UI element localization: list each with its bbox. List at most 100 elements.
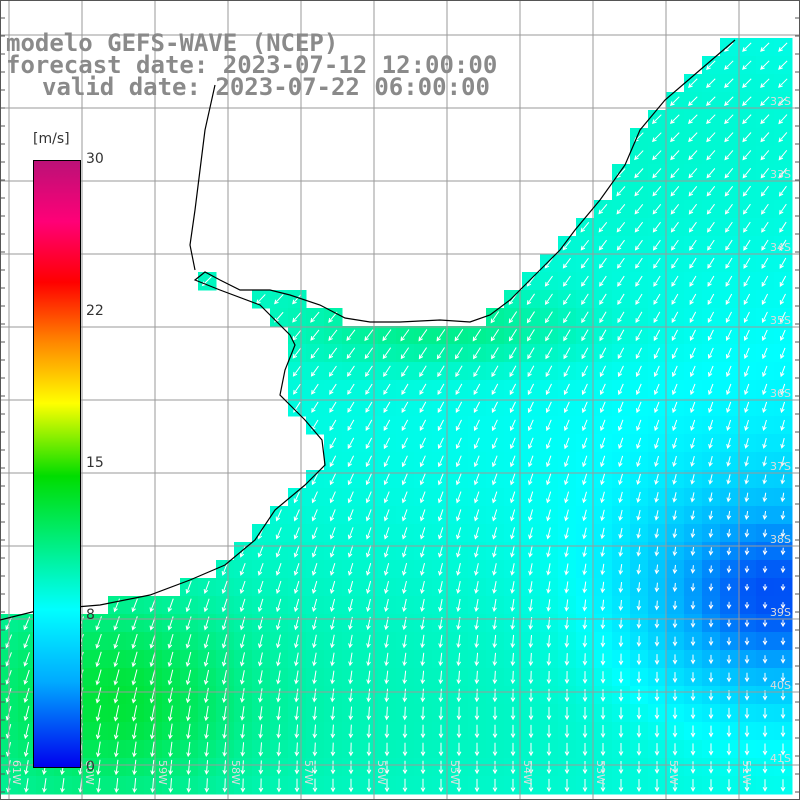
- wind-arrow: [726, 547, 732, 556]
- wind-arrow: [510, 706, 516, 721]
- wind-arrow: [203, 598, 210, 613]
- wind-arrow: [780, 637, 786, 646]
- wind-arrow: [438, 580, 443, 594]
- wind-arrow: [744, 655, 750, 664]
- wind-arrow: [348, 634, 353, 649]
- wind-arrow: [636, 761, 642, 774]
- wind-arrow: [132, 741, 137, 758]
- wind-arrow: [330, 652, 335, 667]
- wind-arrow: [743, 221, 751, 233]
- wind-arrow: [419, 545, 426, 558]
- wind-arrow: [330, 742, 336, 757]
- wind-arrow: [617, 257, 625, 269]
- wind-arrow: [401, 401, 409, 413]
- wind-arrow: [654, 564, 660, 575]
- wind-arrow: [654, 654, 660, 665]
- wind-arrow: [707, 275, 715, 287]
- wind-arrow: [528, 670, 534, 685]
- wind-arrow: [744, 492, 750, 503]
- wind-arrow: [688, 221, 697, 233]
- wind-arrow: [744, 419, 749, 432]
- wind-arrow: [670, 221, 679, 233]
- wind-arrow: [366, 724, 372, 739]
- wind-arrow: [778, 96, 788, 107]
- wind-arrow: [724, 96, 734, 106]
- wind-arrow: [726, 474, 731, 485]
- wind-arrow: [654, 761, 660, 774]
- wind-arrow: [545, 455, 552, 468]
- wind-arrow: [725, 239, 733, 251]
- wind-arrow: [95, 723, 101, 740]
- wind-arrow: [779, 257, 787, 269]
- wind-arrow: [651, 114, 662, 125]
- wind-arrow: [669, 96, 680, 107]
- wind-arrow: [310, 311, 320, 323]
- wind-arrow: [780, 725, 786, 738]
- wind-arrow: [346, 329, 356, 342]
- wind-arrow: [672, 401, 678, 414]
- wind-arrow: [167, 705, 173, 722]
- wind-arrow: [564, 599, 570, 612]
- wind-arrow: [312, 760, 318, 775]
- wind-arrow: [762, 437, 767, 449]
- lon-label: 61W: [10, 760, 23, 785]
- wind-arrow: [420, 760, 426, 775]
- wind-arrow: [760, 132, 770, 143]
- wind-arrow: [708, 419, 714, 432]
- wind-arrow: [95, 669, 102, 686]
- wind-arrow: [455, 419, 462, 432]
- wind-arrow: [546, 670, 552, 685]
- wind-arrow: [456, 598, 461, 613]
- wind-arrow: [618, 653, 624, 666]
- wind-arrow: [617, 347, 625, 360]
- wind-arrow: [654, 401, 660, 414]
- wind-arrow: [456, 724, 462, 739]
- wind-arrow: [564, 581, 569, 594]
- lat-label: 34S: [770, 241, 791, 254]
- wind-arrow: [204, 705, 209, 722]
- wind-arrow: [276, 778, 282, 793]
- wind-arrow: [654, 779, 660, 792]
- wind-arrow: [687, 96, 698, 107]
- wind-arrow: [599, 365, 606, 378]
- longitude-labels: 61W 60W 59W 58W 57W 56W 55W 54W 53W 52W 51W: [10, 760, 753, 785]
- colorbar-tick-8: 8: [86, 607, 95, 623]
- wind-arrow: [365, 383, 373, 395]
- wind-arrow: [492, 545, 497, 558]
- wind-arrow: [455, 491, 462, 504]
- wind-arrow: [708, 383, 714, 396]
- wind-arrow: [780, 565, 786, 574]
- wind-arrow: [294, 652, 299, 667]
- wind-arrow: [762, 584, 768, 591]
- lat-label: 37S: [770, 460, 791, 473]
- wind-arrow: [726, 601, 732, 610]
- wind-arrow: [563, 293, 571, 305]
- wind-arrow: [528, 778, 534, 793]
- wind-arrow: [724, 150, 734, 161]
- wind-arrow: [546, 563, 551, 576]
- wind-arrow: [204, 741, 209, 758]
- wind-arrow: [474, 724, 480, 739]
- wind-arrow: [402, 634, 407, 649]
- wind-arrow: [780, 492, 786, 503]
- wind-arrow: [726, 779, 732, 792]
- wind-arrow: [564, 671, 570, 684]
- wind-arrow: [564, 455, 570, 468]
- wind-arrow: [617, 311, 625, 324]
- wind-arrow: [706, 60, 716, 70]
- wind-arrow: [383, 437, 391, 450]
- wind-arrow: [582, 599, 588, 612]
- wind-arrow: [419, 365, 427, 378]
- wind-arrow: [167, 669, 174, 686]
- wind-arrow: [742, 78, 752, 88]
- wind-arrow: [95, 633, 102, 649]
- wind-arrow: [672, 779, 678, 792]
- wind-arrow: [294, 634, 299, 649]
- wind-arrow: [670, 150, 680, 161]
- wind-arrow: [618, 689, 624, 702]
- wind-arrow: [653, 365, 660, 378]
- wind-arrow: [23, 741, 29, 758]
- wind-arrow: [743, 257, 751, 269]
- wind-arrow: [708, 401, 714, 414]
- wind-arrow: [365, 545, 372, 558]
